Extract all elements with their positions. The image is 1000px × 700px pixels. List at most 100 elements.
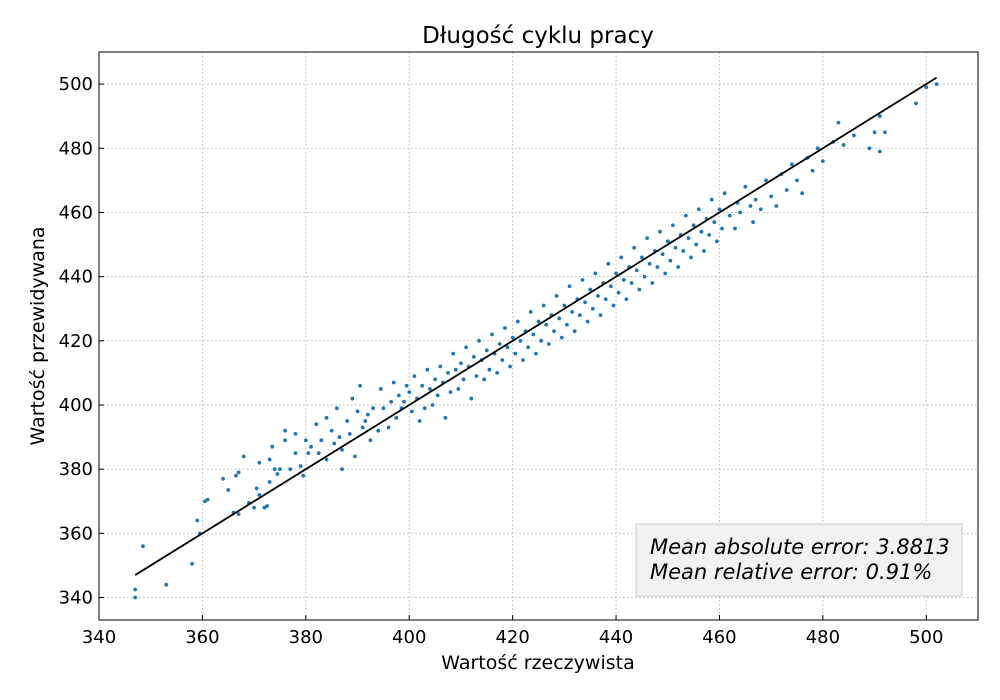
data-point [306, 451, 311, 456]
data-point [647, 261, 652, 266]
data-point [815, 146, 820, 151]
data-point [443, 415, 448, 420]
data-point [495, 371, 500, 375]
data-point [278, 467, 282, 472]
data-point [337, 435, 342, 439]
data-point [769, 194, 774, 199]
data-point [689, 255, 693, 260]
data-point [877, 114, 882, 119]
data-point [650, 281, 655, 285]
data-point [430, 403, 435, 407]
data-point [658, 229, 662, 234]
data-point [753, 197, 758, 202]
x-tick-label: 440 [599, 627, 633, 648]
y-tick-label: 400 [59, 395, 93, 416]
data-point [195, 518, 200, 523]
data-point [221, 476, 225, 481]
data-point [461, 377, 466, 382]
data-point [924, 85, 929, 90]
data-point [409, 409, 414, 414]
data-point [301, 473, 306, 478]
data-point [487, 367, 492, 372]
data-point [598, 313, 603, 318]
data-point [324, 457, 329, 462]
data-point [381, 406, 386, 411]
data-point [404, 383, 409, 388]
y-tick-label: 500 [59, 74, 93, 95]
data-point [360, 425, 365, 430]
data-point [438, 364, 443, 369]
annotation-mae: Mean absolute error: 3.8813 [650, 535, 950, 559]
data-point [350, 396, 355, 401]
data-point [634, 268, 639, 273]
data-point [720, 226, 724, 231]
data-point [353, 454, 357, 459]
data-point [632, 245, 637, 250]
data-point [293, 431, 298, 436]
data-point [645, 236, 649, 241]
data-point [347, 431, 352, 436]
data-point [660, 252, 665, 257]
data-point [425, 367, 430, 372]
data-point [554, 293, 559, 298]
chart-title: Długość cyklu pracy [422, 23, 654, 49]
data-point [663, 271, 668, 276]
data-point [510, 335, 515, 340]
plot-area-frame [98, 51, 979, 621]
x-axis-label: Wartość rzeczywista [441, 652, 634, 674]
data-point [841, 143, 846, 147]
data-point [593, 271, 598, 276]
data-point [236, 470, 241, 475]
data-point [624, 297, 629, 301]
data-point [552, 329, 556, 334]
data-point [453, 367, 458, 372]
data-point [521, 358, 525, 362]
data-point [867, 146, 872, 151]
data-point [234, 473, 238, 478]
data-point [758, 207, 763, 212]
data-point [254, 486, 259, 491]
data-point [668, 258, 673, 263]
data-point [717, 207, 722, 212]
y-tick-label: 440 [59, 267, 93, 288]
data-point [877, 149, 882, 154]
data-point [567, 284, 572, 289]
data-point [324, 415, 329, 420]
data-point [559, 335, 564, 340]
data-point [340, 448, 344, 452]
data-point [298, 464, 303, 468]
y-axis-label: Wartość przewidywana [27, 226, 49, 445]
data-point [640, 255, 644, 260]
data-point [914, 101, 918, 106]
data-point [655, 265, 660, 269]
data-point [433, 377, 437, 382]
data-point [402, 399, 406, 404]
data-point [513, 351, 518, 356]
data-point [686, 236, 691, 241]
data-point [267, 480, 272, 484]
data-point [852, 133, 856, 138]
data-point [528, 310, 533, 314]
data-points [133, 82, 939, 600]
data-point [241, 454, 246, 459]
data-point [490, 332, 494, 337]
reference-line [134, 76, 938, 576]
data-point [712, 220, 717, 224]
data-point [820, 159, 825, 164]
x-tick-label: 420 [495, 627, 529, 648]
data-point [236, 512, 241, 517]
y-tick-label: 360 [59, 523, 93, 544]
data-point [265, 504, 269, 508]
data-point [386, 425, 391, 430]
data-point [789, 162, 794, 167]
data-point [541, 303, 546, 308]
data-point [446, 371, 450, 375]
data-point [883, 130, 887, 135]
data-point [588, 287, 593, 292]
data-point [190, 561, 194, 566]
data-point [477, 338, 481, 343]
data-point [257, 460, 262, 465]
data-point [412, 374, 417, 379]
data-point [484, 348, 489, 353]
